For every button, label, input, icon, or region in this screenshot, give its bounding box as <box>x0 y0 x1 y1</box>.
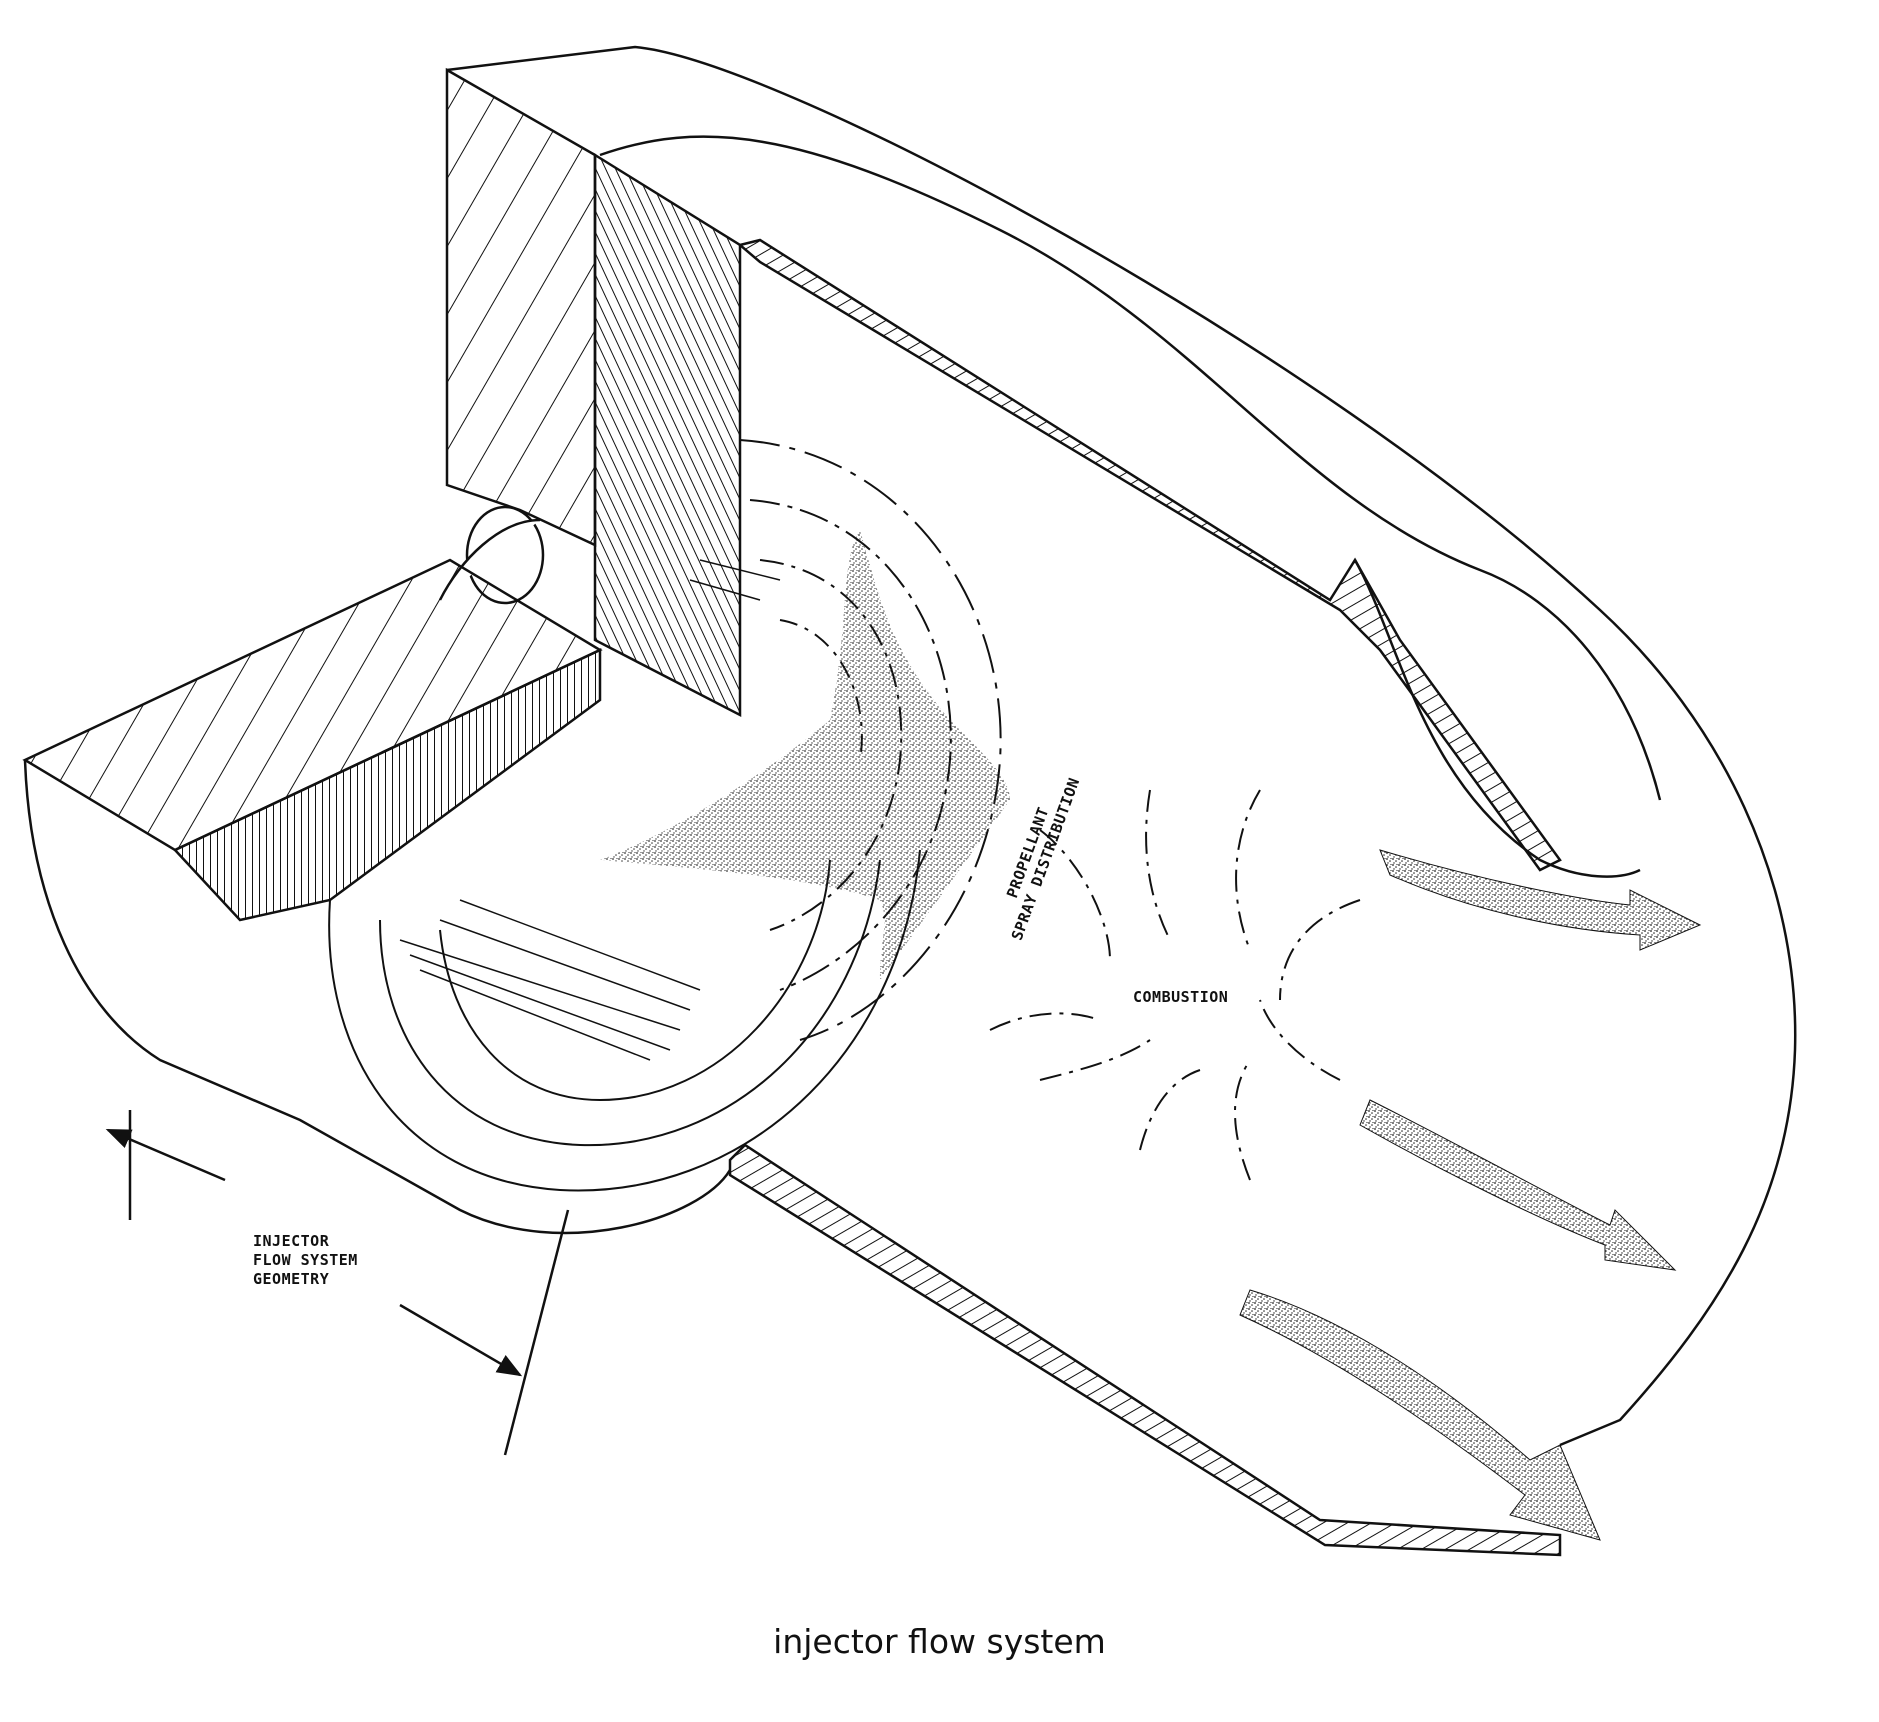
chamber-wall-lower <box>728 1143 1562 1557</box>
injector-geometry-line2: FLOW SYSTEM <box>253 1251 358 1269</box>
exhaust-flow-arrows <box>1239 849 1702 1541</box>
combustion-starburst <box>989 789 1361 1181</box>
propellant-spray-plume <box>600 530 1010 980</box>
injector-geometry-line3: GEOMETRY <box>253 1270 330 1288</box>
figure-caption: injector flow system <box>773 1622 1106 1661</box>
spray-jet-lines <box>399 559 781 1061</box>
dimension-bracket <box>105 1110 570 1456</box>
combustion-label: COMBUSTION <box>1133 988 1229 1006</box>
lower-manifold-block <box>22 558 732 1235</box>
chamber-wall-upper <box>737 238 1562 872</box>
injector-geometry-label: INJECTOR FLOW SYSTEM GEOMETRY <box>253 1232 358 1289</box>
injector-geometry-line1: INJECTOR <box>253 1232 330 1250</box>
injector-manifold-block <box>445 67 742 718</box>
